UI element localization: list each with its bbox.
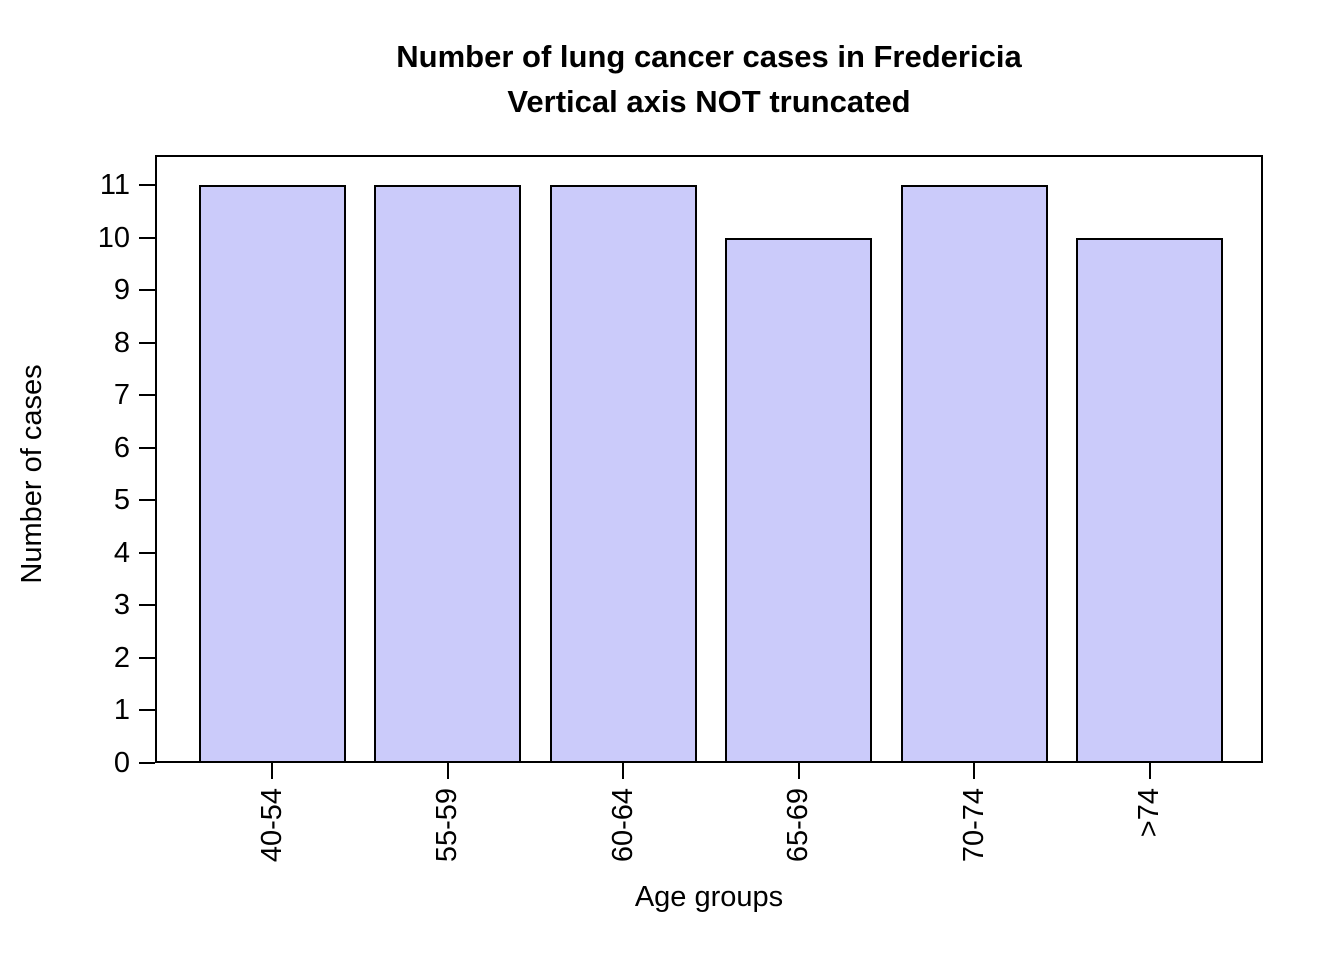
y-axis-title: Number of cases	[16, 364, 48, 584]
y-tick-mark	[139, 289, 155, 292]
y-tick-mark	[139, 394, 155, 397]
bar-70-74	[900, 185, 1048, 763]
y-tick-label: 8	[113, 326, 130, 359]
x-tick-mark	[271, 763, 273, 779]
y-tick-mark	[139, 184, 155, 186]
y-tick-label: 10	[97, 221, 130, 254]
x-tick-label: >74	[1133, 788, 1166, 838]
chart-title: Number of lung cancer cases in Frederici…	[396, 39, 1022, 74]
y-tick-label: 5	[113, 484, 130, 517]
x-tick-mark	[797, 763, 800, 779]
y-tick-label: 0	[113, 747, 130, 779]
y-tick-label: 1	[113, 694, 130, 727]
y-tick-mark	[139, 499, 155, 502]
x-tick-label: 60-64	[607, 788, 639, 863]
x-tick-label: 65-69	[782, 788, 815, 863]
y-tick-label: 11	[99, 169, 130, 201]
y-tick-mark	[139, 236, 155, 239]
x-axis-title: Age groups	[634, 881, 784, 913]
chart-subtitle: Vertical axis NOT truncated	[507, 84, 911, 119]
y-tick-label: 7	[113, 379, 130, 412]
y-tick-label: 6	[113, 431, 130, 464]
bar-55-59	[374, 185, 521, 763]
bar-60-64	[549, 185, 697, 763]
x-tick-mark	[446, 763, 449, 779]
y-tick-label: 9	[113, 274, 130, 307]
y-tick-mark	[139, 446, 155, 449]
x-tick-mark	[973, 763, 975, 779]
y-tick-mark	[139, 656, 155, 659]
y-tick-label: 3	[113, 589, 130, 622]
y-tick-mark	[139, 551, 155, 554]
chart-title-block: Number of lung cancer cases in Frederici…	[155, 34, 1263, 124]
x-tick-label: 70-74	[958, 788, 990, 863]
y-tick-label: 2	[113, 641, 130, 674]
bar-65-69	[725, 237, 872, 763]
bar-40-54	[198, 185, 346, 763]
x-tick-mark	[1148, 763, 1151, 779]
y-tick-mark	[139, 604, 155, 607]
bar->74	[1076, 237, 1223, 763]
y-tick-label: 4	[113, 536, 130, 569]
y-tick-mark	[139, 709, 155, 712]
x-tick-label: 40-54	[256, 788, 288, 863]
y-tick-mark	[139, 762, 155, 764]
x-tick-mark	[622, 763, 624, 779]
x-tick-label: 55-59	[431, 788, 464, 863]
y-tick-mark	[139, 341, 155, 344]
